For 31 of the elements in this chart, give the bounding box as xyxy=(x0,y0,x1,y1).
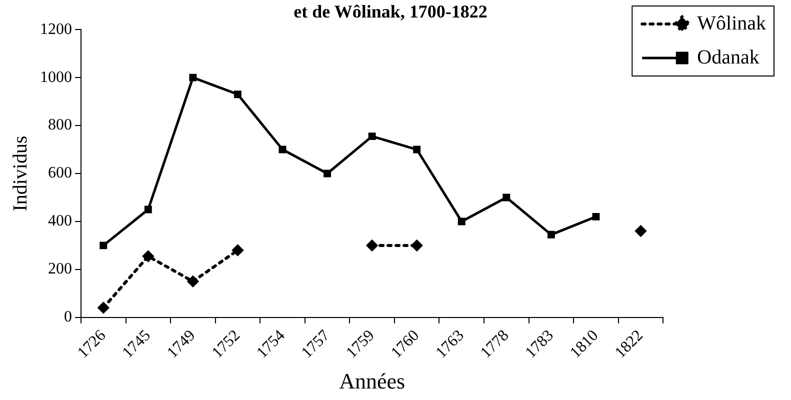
point xyxy=(278,146,286,154)
point xyxy=(98,302,109,314)
point xyxy=(411,240,422,251)
point xyxy=(100,242,108,250)
point xyxy=(635,226,646,237)
y-tick-label: 400 xyxy=(48,212,72,230)
y-tick-label: 1200 xyxy=(40,20,72,38)
legend-label: Wôlinak xyxy=(697,12,766,34)
point xyxy=(547,230,555,238)
point xyxy=(324,170,332,178)
point xyxy=(368,132,376,140)
point xyxy=(142,250,154,262)
y-axis-title: Individus xyxy=(9,136,32,212)
point xyxy=(458,218,466,226)
y-tick-label: 600 xyxy=(48,164,72,182)
point xyxy=(592,212,600,220)
point xyxy=(189,74,197,82)
y-tick-label: 800 xyxy=(48,116,72,134)
point xyxy=(187,276,198,287)
point xyxy=(413,146,421,154)
point xyxy=(502,194,510,202)
point xyxy=(144,206,152,214)
y-tick-label: 200 xyxy=(48,260,72,278)
legend-label: Odanak xyxy=(697,46,760,68)
x-axis-title: Années xyxy=(339,368,406,394)
point xyxy=(232,244,244,256)
y-tick-label: 1000 xyxy=(40,68,72,86)
point xyxy=(234,90,242,98)
point xyxy=(366,240,378,251)
y-tick-label: 0 xyxy=(64,308,72,326)
chart-title: et de Wôlinak, 1700-1822 xyxy=(294,1,488,22)
